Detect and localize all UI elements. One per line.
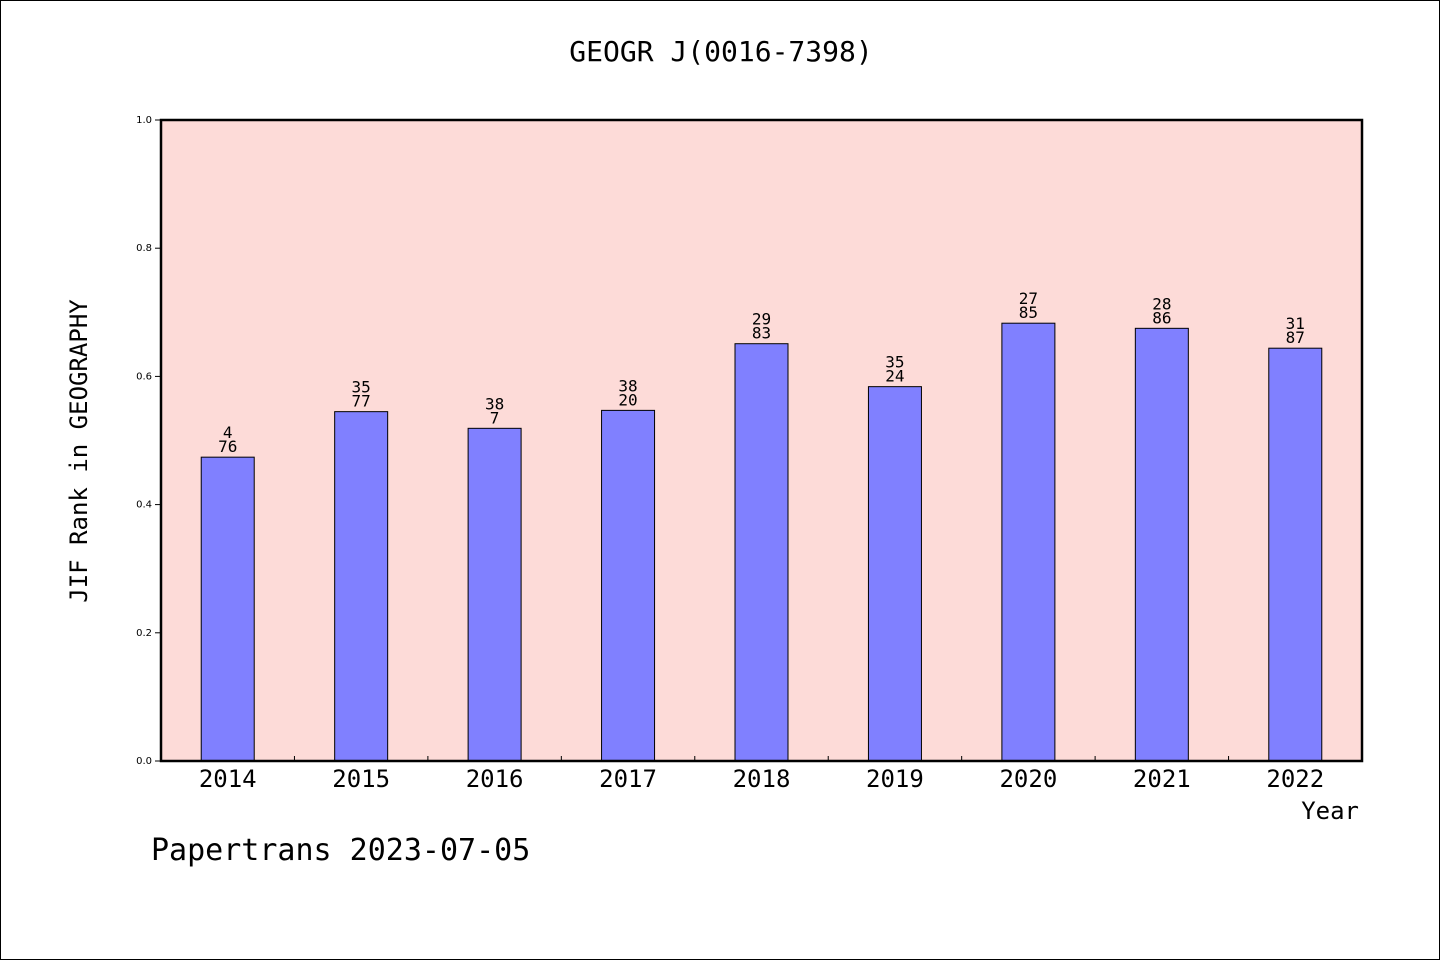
bar-label-top: 35	[352, 378, 371, 397]
bar	[1134, 327, 1189, 762]
x-tick-label: 2014	[199, 765, 257, 793]
bar-label-bottom: 7	[490, 408, 500, 427]
y-tick-label: 0.0	[136, 756, 152, 767]
y-tick-label: 0.6	[136, 371, 152, 382]
bar-label-bottom: 85	[1019, 303, 1038, 322]
y-tick-label: 1.0	[136, 115, 152, 126]
bar-label-bottom: 20	[618, 390, 637, 409]
bar-label-top: 4	[223, 423, 233, 442]
bar	[601, 409, 656, 762]
bar	[867, 386, 922, 762]
bar-label-top: 31	[1286, 314, 1305, 333]
y-tick-label: 0.2	[136, 628, 152, 639]
y-axis-label: JIF Rank in GEOGRAPHY	[65, 299, 93, 603]
x-tick-label: 2015	[332, 765, 390, 793]
x-tick-label: 2016	[466, 765, 524, 793]
bar-label-top: 28	[1152, 294, 1171, 313]
bar-label-top: 35	[885, 353, 904, 372]
x-tick-label: 2021	[1133, 765, 1191, 793]
bar-label-bottom: 87	[1286, 328, 1305, 347]
footer-note: Papertrans 2023-07-05	[151, 833, 531, 868]
y-tick-label: 0.4	[136, 500, 152, 511]
plot-border	[159, 118, 1364, 763]
bar-label-bottom: 24	[885, 367, 904, 386]
x-tick-label: 2022	[1266, 765, 1324, 793]
x-tick-label: 2020	[999, 765, 1057, 793]
bar-label-bottom: 83	[752, 324, 771, 343]
bar	[1001, 322, 1056, 762]
x-axis-label: Year	[1301, 797, 1359, 825]
bar	[334, 411, 389, 762]
bar-label-bottom: 86	[1152, 308, 1171, 327]
bar-label-top: 38	[485, 394, 504, 413]
bar-label-top: 29	[752, 310, 771, 329]
bar	[467, 427, 522, 762]
x-tick-label: 2019	[866, 765, 924, 793]
bar-label-bottom: 77	[352, 392, 371, 411]
x-tick-label: 2018	[733, 765, 791, 793]
bar-label-top: 38	[618, 376, 637, 395]
bar-label-bottom: 76	[218, 437, 237, 456]
bar	[200, 456, 255, 762]
x-tick-label: 2017	[599, 765, 657, 793]
bar	[734, 343, 789, 762]
y-tick-label: 0.8	[136, 243, 152, 254]
bar	[1268, 347, 1323, 762]
bar-label-top: 27	[1019, 289, 1038, 308]
chart-title: GEOGR J(0016-7398)	[569, 35, 873, 68]
